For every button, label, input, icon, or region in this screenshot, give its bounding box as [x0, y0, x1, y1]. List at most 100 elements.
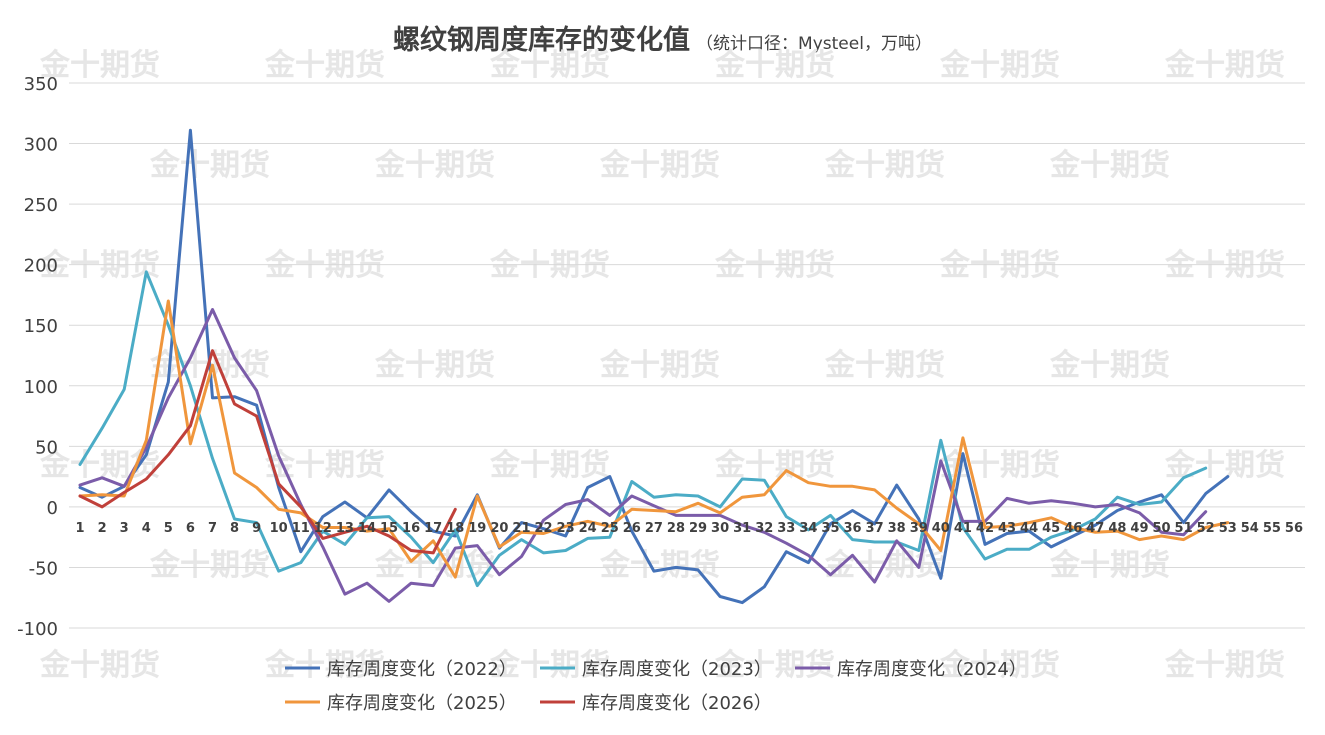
series-line [78, 349, 457, 555]
watermark-text: 金十期货 [39, 648, 160, 683]
y-tick-label: 100 [24, 377, 58, 398]
x-tick-label: 10 [270, 521, 288, 536]
chart-title: 螺纹钢周度库存的变化值 （统计口径：Mysteel，万吨） [0, 18, 1325, 57]
x-tick-label: 36 [843, 521, 861, 536]
x-tick-label: 40 [932, 521, 950, 536]
watermark-text: 金十期货 [714, 48, 835, 83]
watermark-text: 金十期货 [489, 48, 610, 83]
series-line [78, 270, 1208, 588]
x-tick-label: 12 [314, 521, 332, 536]
x-tick-label: 31 [733, 521, 751, 536]
x-tick-label: 34 [799, 521, 817, 536]
x-tick-label: 38 [888, 521, 906, 536]
x-tick-label: 17 [424, 521, 442, 536]
x-tick-label: 16 [402, 521, 420, 536]
x-tick-label: 48 [1108, 521, 1126, 536]
x-tick-label: 20 [490, 521, 508, 536]
chart-title-main: 螺纹钢周度库存的变化值 [393, 25, 691, 56]
x-tick-label: 23 [557, 521, 575, 536]
watermark-text: 金十期货 [599, 548, 720, 583]
watermark-text: 金十期货 [149, 148, 270, 183]
watermark-text: 金十期货 [374, 348, 495, 383]
x-tick-label: 55 [1263, 521, 1281, 536]
watermark-text: 金十期货 [714, 648, 835, 683]
watermark-text: 金十期货 [939, 648, 1060, 683]
watermark-text: 金十期货 [489, 248, 610, 283]
x-tick-label: 35 [821, 521, 839, 536]
y-tick-label: 50 [35, 437, 58, 458]
x-tick-label: 27 [645, 521, 663, 536]
x-tick-label: 4 [142, 521, 151, 536]
x-tick-label: 51 [1175, 521, 1193, 536]
x-tick-label: 7 [208, 521, 217, 536]
legend-label: 库存周度变化（2024） [837, 659, 1027, 680]
x-tick-label: 46 [1064, 521, 1082, 536]
x-tick-label: 33 [777, 521, 795, 536]
watermark-text: 金十期货 [489, 648, 610, 683]
x-tick-label: 30 [711, 521, 729, 536]
watermark-text: 金十期货 [714, 448, 835, 483]
x-tick-label: 14 [358, 521, 376, 536]
x-tick-label: 52 [1197, 521, 1215, 536]
x-tick-label: 2 [98, 521, 107, 536]
x-tick-label: 15 [380, 521, 398, 536]
watermark-text: 金十期货 [39, 248, 160, 283]
x-tick-label: 44 [1020, 521, 1038, 536]
watermark-text: 金十期货 [1049, 148, 1170, 183]
watermark-text: 金十期货 [1164, 48, 1285, 83]
x-tick-label: 22 [534, 521, 552, 536]
x-tick-label: 1 [76, 521, 85, 536]
y-tick-label: -100 [17, 619, 58, 640]
watermark-text: 金十期货 [149, 548, 270, 583]
x-tick-label: 43 [998, 521, 1016, 536]
watermark-text: 金十期货 [264, 248, 385, 283]
series-line [78, 299, 1230, 579]
x-tick-label: 53 [1219, 521, 1237, 536]
y-tick-label: 150 [24, 316, 58, 337]
x-tick-label: 18 [446, 521, 464, 536]
x-tick-label: 26 [623, 521, 641, 536]
watermark-text: 金十期货 [39, 48, 160, 83]
x-tick-label: 25 [601, 521, 619, 536]
series-line [78, 308, 1208, 603]
watermark-text: 金十期货 [489, 448, 610, 483]
watermark-text: 金十期货 [939, 248, 1060, 283]
x-tick-label: 5 [164, 521, 173, 536]
legend-label: 库存周度变化（2026） [582, 693, 772, 714]
y-tick-label: 300 [24, 135, 58, 156]
legend-label: 库存周度变化（2022） [327, 659, 517, 680]
watermark-text: 金十期货 [1049, 348, 1170, 383]
x-tick-label: 39 [910, 521, 928, 536]
x-tick-label: 29 [689, 521, 707, 536]
watermark-text: 金十期货 [714, 248, 835, 283]
x-tick-label: 9 [252, 521, 261, 536]
watermark-text: 金十期货 [599, 148, 720, 183]
watermark-text: 金十期货 [939, 48, 1060, 83]
y-tick-label: -50 [29, 558, 58, 579]
x-tick-label: 21 [512, 521, 530, 536]
x-tick-label: 11 [292, 521, 310, 536]
y-tick-label: 200 [24, 256, 58, 277]
watermark-text: 金十期货 [1164, 648, 1285, 683]
watermark-text: 金十期货 [1164, 248, 1285, 283]
x-tick-label: 54 [1241, 521, 1259, 536]
x-tick-label: 3 [120, 521, 129, 536]
x-tick-label: 45 [1042, 521, 1060, 536]
series-layer [78, 128, 1230, 605]
y-tick-label: 0 [47, 498, 58, 519]
watermark-text: 金十期货 [374, 148, 495, 183]
x-tick-label: 24 [579, 521, 597, 536]
chart-subtitle: （统计口径：Mysteel，万吨） [696, 34, 932, 54]
x-tick-label: 47 [1086, 521, 1104, 536]
x-tick-label: 6 [186, 521, 195, 536]
watermark-text: 金十期货 [599, 348, 720, 383]
y-tick-label: 250 [24, 195, 58, 216]
x-axis-ticks: 1 2 3 4 5 6 7 8 9 10 11 12 13 14 15 16 17 18 19 20 21 22 23 24 2… [76, 521, 1303, 536]
legend-label: 库存周度变化（2023） [582, 659, 772, 680]
x-tick-label: 50 [1152, 521, 1170, 536]
x-tick-label: 37 [866, 521, 884, 536]
x-tick-label: 32 [755, 521, 773, 536]
watermark-text: 金十期货 [264, 48, 385, 83]
